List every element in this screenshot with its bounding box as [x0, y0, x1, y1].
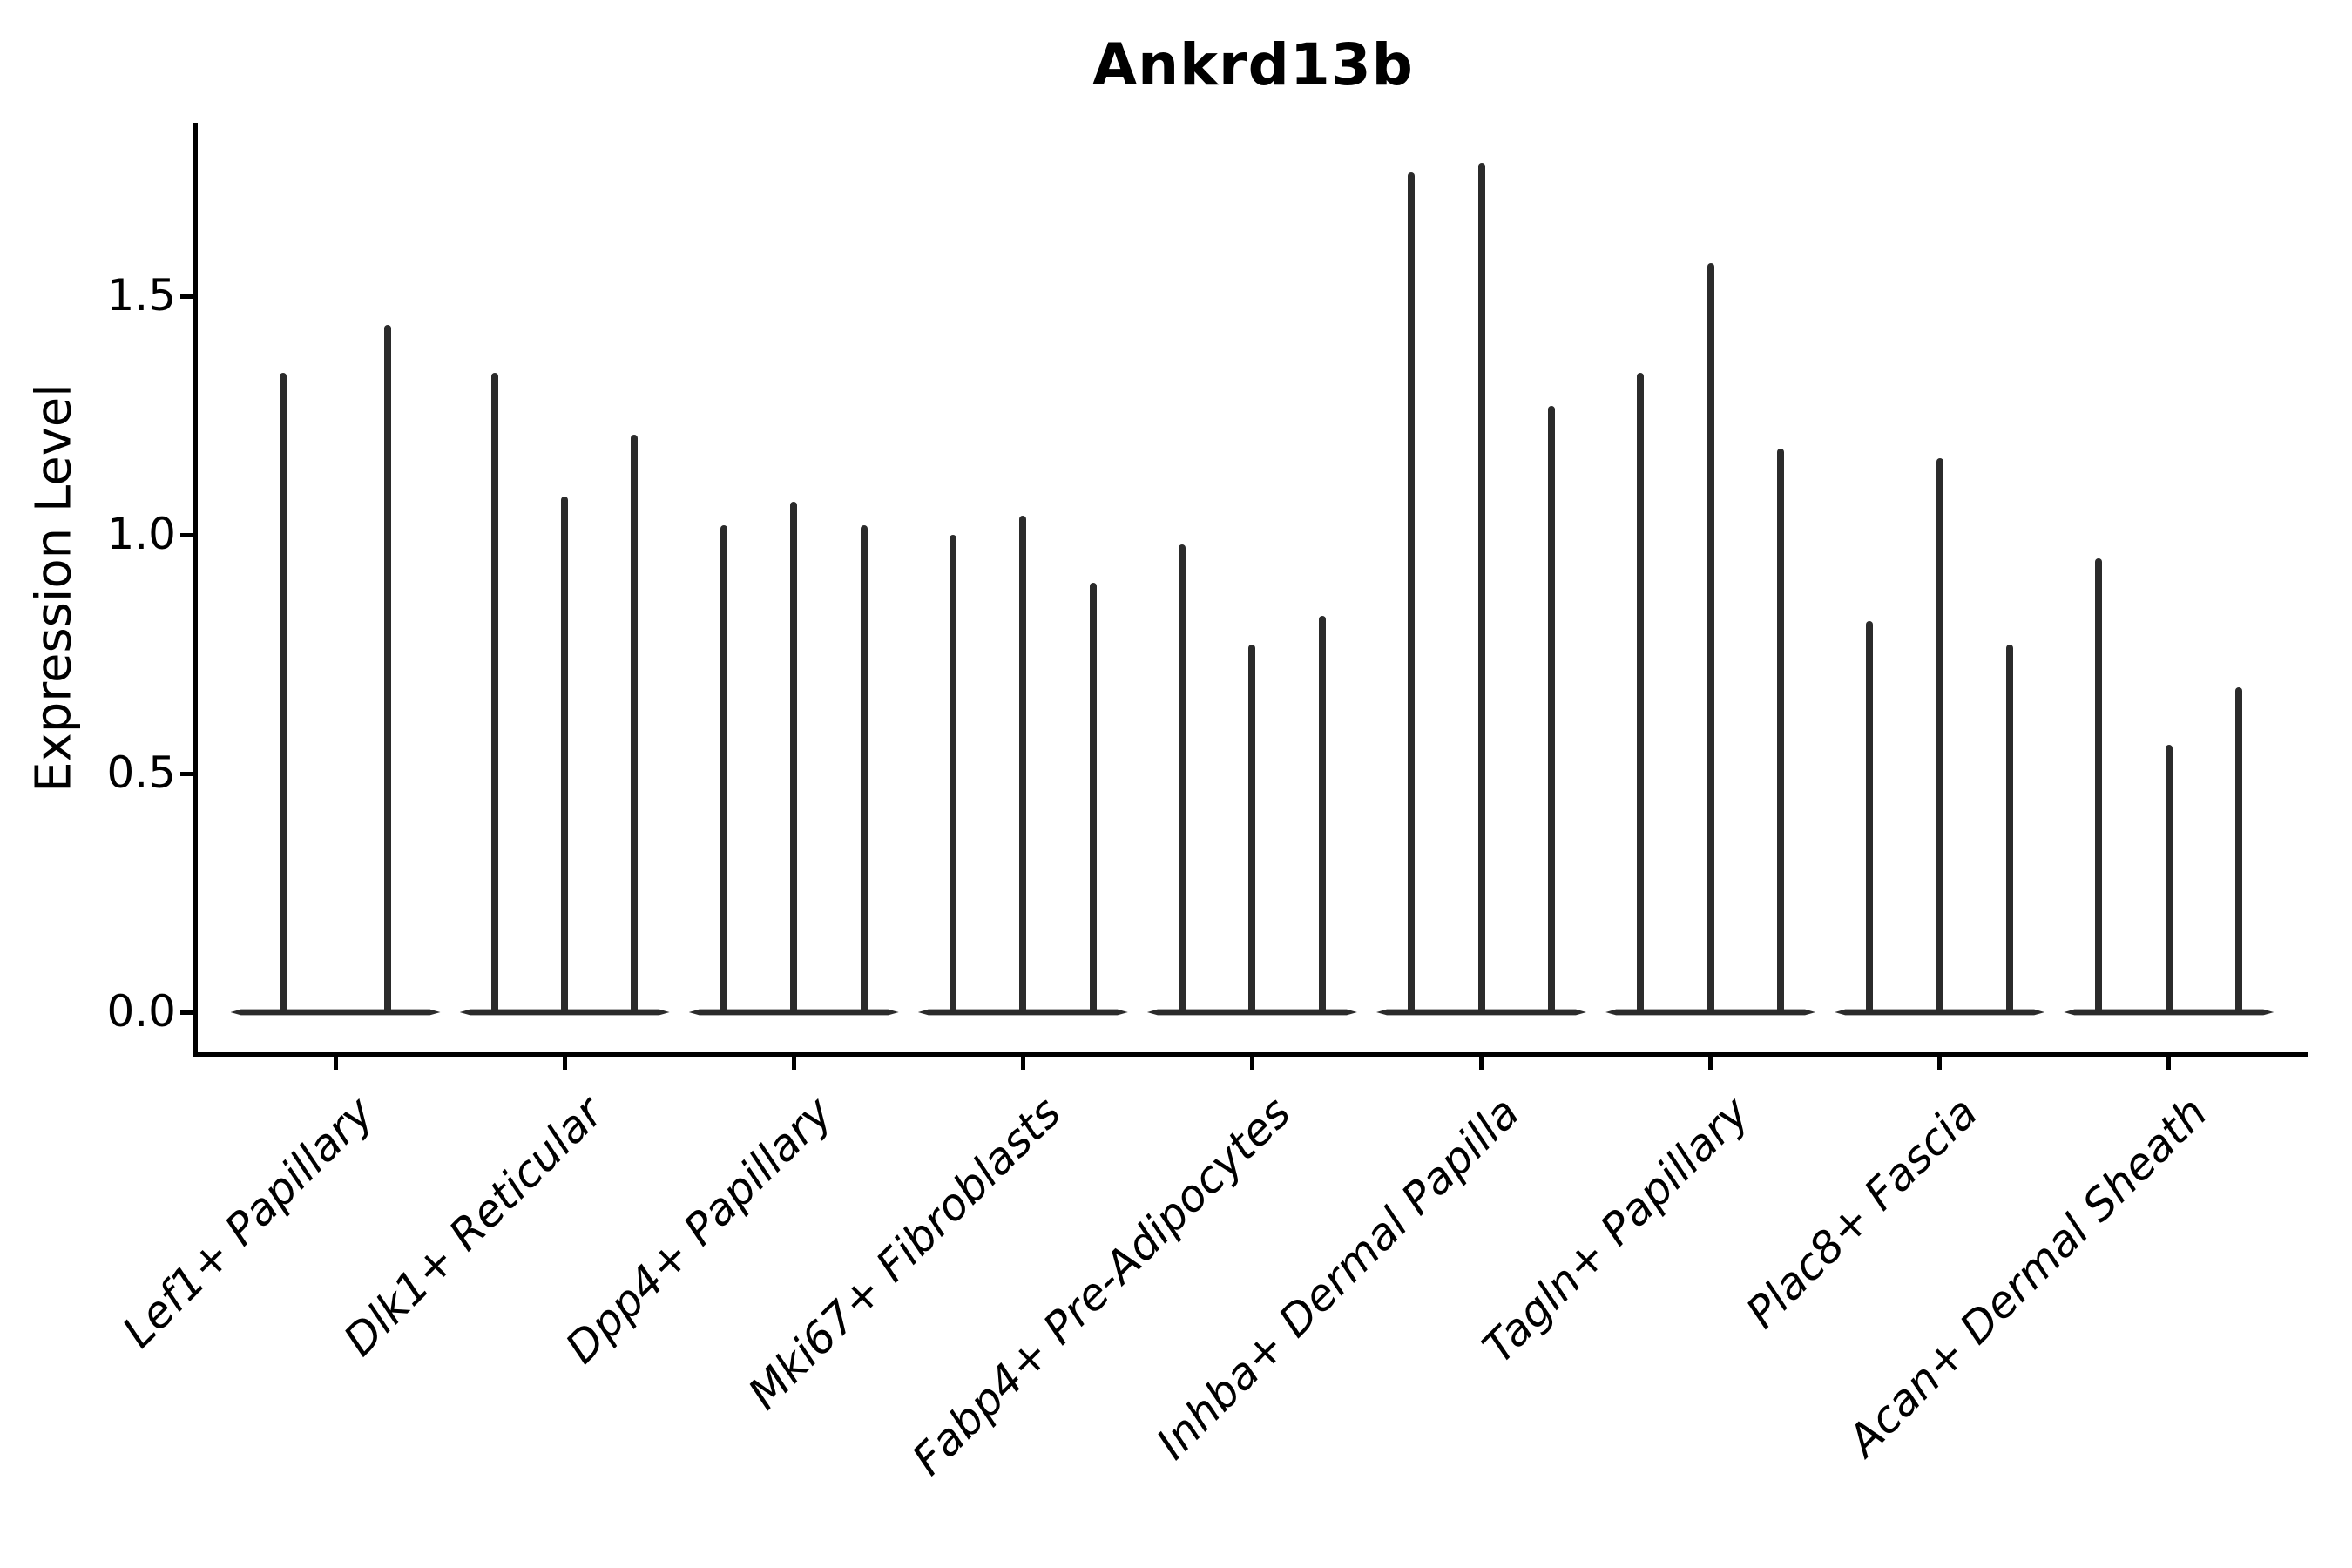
- x-tick-label: Plac8+ Fascia: [1736, 1087, 1988, 1338]
- x-tick: [1708, 1057, 1713, 1070]
- violin-spike: [631, 434, 639, 1014]
- violin-spike: [1089, 582, 1097, 1014]
- x-tick-label: Inhba+ Dermal Papilla: [1147, 1087, 1530, 1470]
- violin-spike: [1477, 162, 1485, 1014]
- violin-spike: [2006, 645, 2014, 1014]
- violin-spike: [384, 324, 392, 1014]
- violin-spike: [1707, 262, 1714, 1014]
- violin-spike: [1019, 516, 1027, 1014]
- x-tick: [1249, 1057, 1254, 1070]
- violin-spike: [2165, 745, 2173, 1014]
- violin-spike: [949, 535, 956, 1014]
- violin-spike: [1318, 616, 1326, 1014]
- violin-spike: [1408, 172, 1416, 1014]
- violin-spike: [1866, 620, 1874, 1014]
- x-tick: [2166, 1057, 2172, 1070]
- x-tick: [1937, 1057, 1943, 1070]
- violin-spike: [1179, 544, 1186, 1014]
- violin-spike: [1936, 458, 1943, 1014]
- violin-spike: [2095, 558, 2103, 1014]
- violin-spike: [790, 501, 798, 1014]
- violin-spike: [561, 497, 569, 1014]
- chart-title: Ankrd13b: [1092, 31, 1414, 98]
- y-tick: [180, 771, 193, 776]
- y-axis-label: Expression Level: [25, 383, 83, 793]
- violin-spike: [860, 525, 868, 1014]
- violin-spike: [1637, 372, 1645, 1014]
- x-tick: [333, 1057, 338, 1070]
- y-tick-label: 1.0: [106, 508, 176, 559]
- y-tick: [180, 294, 193, 299]
- violin-spike: [1776, 449, 1784, 1014]
- y-tick-label: 1.5: [106, 269, 176, 321]
- x-tick: [1020, 1057, 1025, 1070]
- x-tick-label: Fabp4+ Pre-Adipocytes: [902, 1087, 1301, 1485]
- y-tick: [180, 532, 193, 537]
- x-tick-label: Lef1+ Papillary: [112, 1087, 384, 1358]
- violin-spike: [490, 372, 498, 1014]
- violin-spike: [1248, 645, 1256, 1014]
- x-tick: [1479, 1057, 1484, 1070]
- y-axis-spine: [193, 123, 198, 1057]
- x-axis-spine: [193, 1052, 2308, 1057]
- y-tick-label: 0.5: [106, 747, 176, 798]
- x-tick: [562, 1057, 567, 1070]
- violin-spike: [2235, 687, 2243, 1014]
- violin-spike: [720, 525, 727, 1014]
- violin-spike: [279, 372, 287, 1014]
- x-tick: [791, 1057, 796, 1070]
- violin-spike: [1547, 406, 1555, 1014]
- y-tick: [180, 1010, 193, 1015]
- y-tick-label: 0.0: [106, 985, 176, 1037]
- violin-base: [230, 1009, 441, 1016]
